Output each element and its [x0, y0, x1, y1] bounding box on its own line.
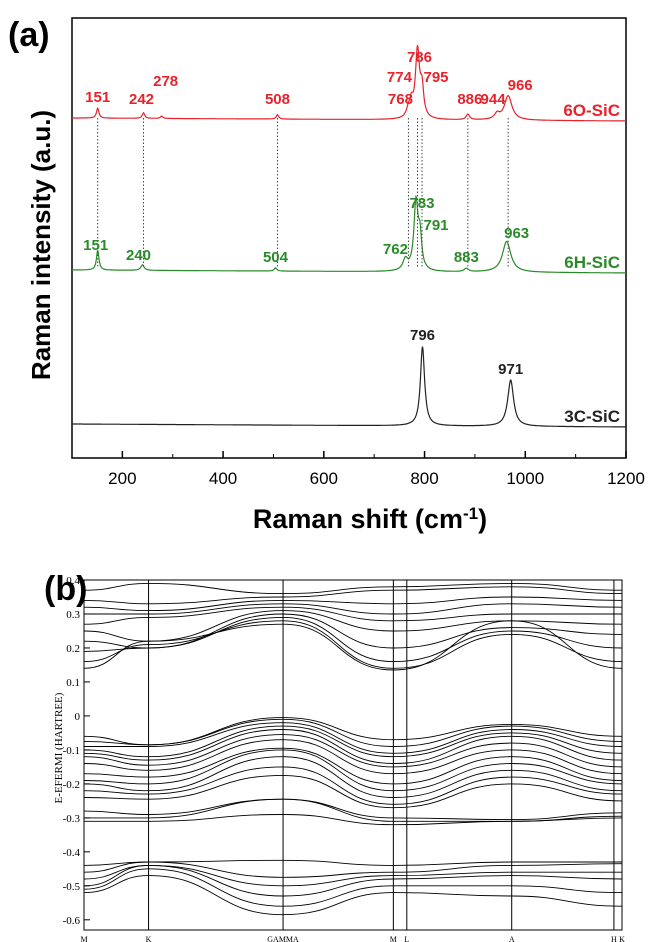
- peak-label-6o-sic: 768: [388, 91, 413, 108]
- series-name-6o-sic: 6O-SiC: [563, 101, 620, 120]
- band-ytick-label: -0.1: [63, 745, 80, 757]
- conduction-band-line: [83, 582, 623, 595]
- peak-label-6h-sic: 240: [126, 247, 151, 264]
- valence-band-line: [83, 725, 623, 758]
- conduction-band-line: [83, 603, 623, 615]
- raman-xlabel-sup: -1: [463, 504, 478, 523]
- peak-label-6o-sic: 774: [387, 69, 413, 86]
- series-6h-sic-line: [72, 194, 626, 274]
- k-point-label: M: [390, 935, 397, 942]
- series-3c-sic-line: [72, 346, 626, 428]
- raman-ylabel: Raman intensity (a.u.): [26, 110, 56, 380]
- band-ytick-label: -0.3: [63, 813, 81, 825]
- lower-valence-band-line: [83, 864, 622, 887]
- band-ytick-label: 0.1: [66, 677, 80, 689]
- band-ytick-label: -0.5: [63, 881, 81, 893]
- valence-band-line: [83, 734, 623, 768]
- raman-xlabel: Raman shift (cm-1): [253, 504, 487, 535]
- band-ytick-label: -0.6: [63, 915, 81, 927]
- lower-valence-band-line: [83, 859, 622, 866]
- band-plot-frame: [83, 579, 623, 931]
- valence-band-line: [83, 766, 623, 805]
- band-ytick-label: 0.3: [66, 609, 80, 621]
- conduction-band-line: [83, 613, 623, 649]
- peak-label-6o-sic: 242: [129, 91, 154, 108]
- lower-valence-band-line: [83, 861, 623, 878]
- peak-label-6h-sic: 791: [423, 217, 448, 234]
- valence-band-line: [84, 814, 623, 826]
- peak-label-6h-sic: 504: [263, 249, 289, 266]
- raman-xtick-label: 1000: [506, 469, 544, 488]
- k-point-label: M: [80, 935, 87, 942]
- raman-plot-frame: [71, 17, 627, 459]
- k-point-label: A: [509, 935, 515, 942]
- lower-valence-band-line: [83, 875, 623, 916]
- k-point-label: GAMMA: [267, 935, 299, 942]
- peak-label-6o-sic: 151: [85, 89, 110, 106]
- k-point-label: L: [404, 935, 409, 942]
- peak-label-6h-sic: 783: [409, 195, 434, 212]
- peak-label-3c-sic: 971: [498, 361, 523, 378]
- peak-label-6h-sic: 963: [504, 225, 529, 242]
- conduction-band-line: [83, 620, 623, 671]
- raman-xtick-label: 200: [108, 469, 136, 488]
- valence-band-line: [83, 747, 623, 785]
- conduction-band-line: [83, 586, 623, 605]
- conduction-band-line: [83, 606, 622, 625]
- lower-valence-band-line: [83, 868, 623, 907]
- peak-label-3c-sic: 796: [410, 327, 435, 344]
- band-ytick-label: 0.2: [66, 643, 80, 655]
- valence-band-line: [83, 798, 623, 821]
- panel-a-label: (a): [8, 16, 50, 54]
- conduction-band-line: [83, 620, 623, 669]
- conduction-band-line: [83, 616, 623, 663]
- valence-band-line: [83, 717, 623, 746]
- peak-label-6o-sic: 966: [508, 77, 533, 94]
- conduction-band-line: [83, 596, 623, 612]
- band-ytick-label: -0.4: [63, 847, 81, 859]
- band-ytick-label: 0: [75, 711, 81, 723]
- band-ylabel: E-EFERMI (HARTREE): [53, 692, 65, 803]
- raman-xtick-label: 800: [410, 469, 438, 488]
- peak-label-6o-sic: 886: [457, 91, 482, 108]
- valence-band-line: [83, 798, 623, 822]
- raman-spectra-chart: 200 400 600 800 1000 1200 6O-SiC 6H-SiC 3C-SiC 15…: [26, 17, 645, 535]
- peak-label-6o-sic: 944: [481, 91, 507, 108]
- valence-band-line: [83, 756, 623, 798]
- conduction-band-line: [83, 610, 623, 642]
- band-ytick-label: -0.2: [63, 779, 80, 791]
- series-name-6h-sic: 6H-SiC: [564, 253, 620, 272]
- k-point-label: K: [146, 935, 152, 942]
- peak-label-6o-sic: 278: [153, 73, 178, 90]
- raman-xtick-label: 400: [209, 469, 237, 488]
- peak-label-6h-sic: 151: [83, 237, 108, 254]
- peak-label-6o-sic: 795: [424, 69, 449, 86]
- raman-xlabel-main: Raman shift (cm: [253, 504, 463, 534]
- peak-label-6o-sic: 508: [265, 91, 290, 108]
- valence-band-line: [83, 729, 623, 764]
- valence-band-line: [83, 739, 623, 775]
- valence-band-line: [83, 774, 623, 809]
- k-point-label: H: [611, 935, 617, 942]
- peak-label-6o-sic: 786: [407, 49, 432, 66]
- raman-xtick-label: 600: [310, 469, 338, 488]
- valence-band-line: [83, 749, 623, 792]
- peak-label-6h-sic: 883: [454, 249, 479, 266]
- series-6o-sic-line: [72, 45, 626, 122]
- series-name-3c-sic: 3C-SiC: [564, 407, 620, 426]
- raman-xtick-label: 1200: [607, 469, 645, 488]
- panel-b-label: (b): [44, 570, 88, 608]
- peak-label-6h-sic: 762: [383, 241, 408, 258]
- valence-band-line: [84, 722, 623, 754]
- k-point-label: K: [619, 935, 625, 942]
- lower-valence-band-line: [83, 864, 623, 897]
- valence-band-line: [83, 718, 623, 747]
- raman-xlabel-end: ): [478, 504, 487, 534]
